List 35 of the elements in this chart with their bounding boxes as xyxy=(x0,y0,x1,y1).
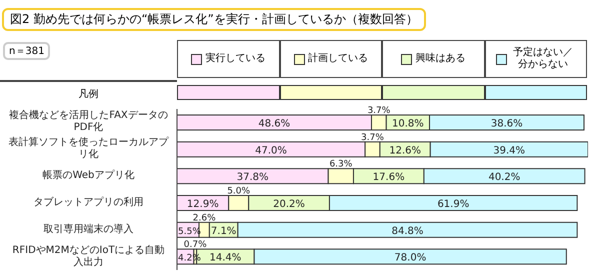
data-label: 5.0% xyxy=(227,186,251,196)
legend-label: 予定はない／分からない xyxy=(512,47,574,71)
y-tick-label: RFIDやM2MなどのIoTによる自動入出力 xyxy=(11,244,166,270)
y-tick-label: 複合機などを活用したFAXデータのPDF化 xyxy=(8,108,169,136)
data-label: 3.7% xyxy=(361,132,384,143)
data-label: 20.2% xyxy=(273,199,305,210)
y-tick-label: タブレットアプリの利用 xyxy=(32,196,144,210)
data-label: 48.6% xyxy=(258,118,290,130)
legend-label: 計画している xyxy=(308,53,368,65)
chart-title: 図2 勤め先では何らかの“帳票レス化”を実行・計画しているか（複数回答） xyxy=(2,8,426,31)
y-tick-label: 表計算ソフトを使ったローカルアプリ化 xyxy=(8,136,169,162)
data-label: 0.7% xyxy=(184,240,208,250)
data-label: 47.0% xyxy=(255,145,287,156)
data-label: 3.7% xyxy=(367,106,391,116)
legend-title: 凡例 xyxy=(0,80,177,106)
data-label: 17.6% xyxy=(372,172,405,184)
data-label: 39.4% xyxy=(493,145,526,156)
data-label: 37.8% xyxy=(236,172,269,184)
data-label: 10.8% xyxy=(392,118,424,130)
text: n＝381 xyxy=(3,42,50,60)
data-label: 61.9% xyxy=(437,199,470,210)
y-tick-label: 取引専用端末の導入 xyxy=(42,222,134,237)
data-label: 14.4% xyxy=(210,252,242,264)
data-label: 6.3% xyxy=(329,160,353,170)
data-label: 2.6% xyxy=(192,213,216,224)
legend-label: 実行している xyxy=(205,53,266,65)
data-label: 12.9% xyxy=(186,199,219,210)
data-label: 78.0% xyxy=(394,252,426,264)
data-label: 40.2% xyxy=(488,172,520,184)
legend-label: 興味はある xyxy=(415,53,466,65)
data-label: 38.6% xyxy=(490,118,523,130)
y-tick-label: 帳票のWebアプリ化 xyxy=(42,168,136,184)
data-label: 12.6% xyxy=(389,145,421,156)
data-label: 84.8% xyxy=(392,226,424,237)
data-label: 7.1% xyxy=(210,226,236,237)
